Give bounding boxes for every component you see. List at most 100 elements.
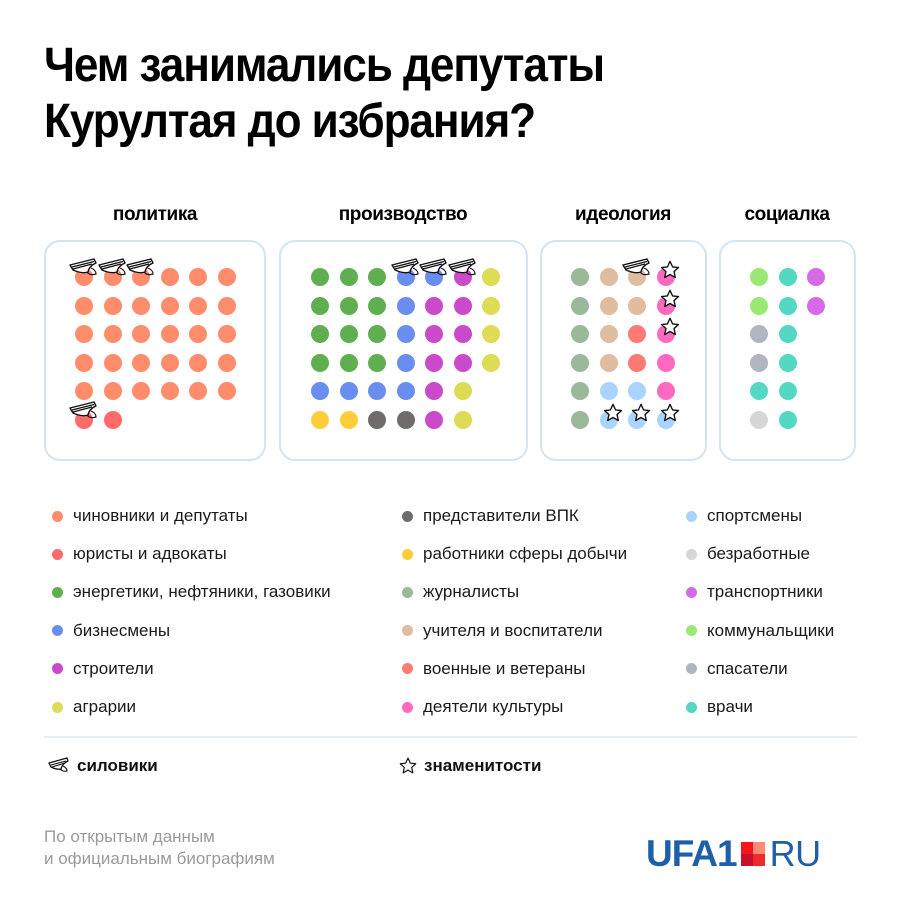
dot-energy [368, 296, 386, 315]
dot-culture [656, 268, 675, 286]
legend-item-builders: строители [52, 657, 154, 681]
dot-officials [75, 268, 93, 286]
dot-officials [160, 296, 179, 315]
dot-officials [75, 325, 93, 344]
legend-item-transport: транспортники [686, 580, 823, 604]
dot-energy [368, 325, 386, 344]
legend-item-mining: работники сферы добычи [402, 542, 627, 566]
dot-agrarians [482, 353, 500, 372]
dot-lawyers [75, 411, 93, 429]
group-label-social: социалка [744, 204, 830, 225]
legend-item-sportsmen: спортсмены [686, 504, 802, 528]
legend-swatch-icon [686, 586, 697, 598]
legend-label: журналисты [423, 582, 520, 602]
dot-doctors [778, 296, 797, 315]
legend-label: военные и ветераны [423, 658, 586, 678]
dot-doctors [778, 353, 797, 372]
legend-label: аграрии [73, 697, 137, 716]
dot-officials [217, 268, 236, 286]
dot-sportsmen [628, 411, 646, 429]
dot-journalists [571, 325, 589, 344]
source-line-2: и официальным биографиям [44, 849, 275, 868]
legend-swatch-icon [686, 548, 697, 560]
dot-business [396, 268, 415, 286]
dot-officials [189, 325, 207, 344]
dot-utilities [750, 268, 768, 286]
dot-officials [189, 296, 207, 315]
dot-culture [656, 382, 675, 401]
dot-energy [311, 325, 329, 344]
dot-builders [425, 296, 443, 315]
legend-swatch-icon [686, 625, 697, 637]
dot-culture [656, 325, 675, 344]
dot-doctors [778, 411, 797, 429]
dot-officials [217, 325, 236, 344]
legend-label: спортсмены [707, 506, 803, 525]
page-title: Чем занимались депутаты Курултая до избр… [44, 38, 743, 150]
dot-journalists [571, 382, 589, 401]
title-line-1: Чем занимались депутаты [44, 39, 605, 92]
legend-celebrities-label: знаменитости [424, 756, 542, 775]
legend-item-officials: чиновники и депутаты [52, 504, 248, 528]
dot-officials [160, 353, 179, 372]
legend-item-utilities: коммунальщики [686, 619, 834, 643]
legend-item-energy: энергетики, нефтяники, газовики [52, 580, 331, 604]
dot-unemployed [750, 411, 768, 429]
legend-swatch-icon [52, 548, 63, 560]
military-cap-icon [48, 757, 69, 772]
dot-builders [425, 325, 443, 344]
dot-builders [425, 411, 443, 429]
legend-label: безработные [707, 544, 810, 564]
dot-teachers [628, 296, 646, 315]
legend-label: деятели культуры [423, 697, 564, 716]
dot-officials [189, 268, 207, 286]
dot-mining [311, 411, 329, 429]
dot-doctors [778, 382, 797, 401]
dot-builders [453, 296, 472, 315]
legend-label: работники сферы добычи [423, 544, 628, 564]
logo-squares-icon [740, 842, 765, 866]
dot-business [396, 382, 415, 401]
ufa1-logo[interactable]: UFA1 RU [646, 835, 821, 872]
dot-mining [339, 411, 358, 429]
dot-officials [75, 382, 93, 401]
group-label-politics: политика [112, 204, 198, 225]
legend-label: энергетики, нефтяники, газовики [73, 582, 331, 602]
legend-item-teachers: учителя и воспитатели [402, 619, 602, 643]
dot-transport [807, 268, 825, 286]
dot-officials [132, 325, 150, 344]
title-line-2: Курултая до избрания? [44, 95, 536, 148]
dot-business [368, 382, 386, 401]
dot-energy [368, 353, 386, 372]
dot-journalists [571, 296, 589, 315]
legend-item-doctors: врачи [686, 695, 753, 719]
dot-officials [160, 382, 179, 401]
dot-teachers [599, 353, 618, 372]
dot-officials [217, 296, 236, 315]
legend-swatch-icon [52, 510, 63, 522]
legend-label: чиновники и депутаты [73, 506, 248, 525]
dot-officials [75, 353, 93, 372]
legend-label: коммунальщики [707, 620, 835, 640]
dot-officials [160, 325, 179, 344]
dot-doctors [778, 325, 797, 344]
dot-agrarians [453, 411, 472, 429]
dot-journalists [571, 268, 589, 286]
legend-swatch-icon [402, 663, 413, 675]
dot-sportsmen [656, 411, 675, 429]
dot-agrarians [482, 268, 500, 286]
dot-business [396, 353, 415, 372]
legend-celebrities: знаменитости [398, 754, 541, 778]
legend-swatch-icon [686, 510, 697, 522]
dot-energy [339, 353, 358, 372]
dot-doctors [750, 382, 768, 401]
dot-energy [339, 296, 358, 315]
dot-teachers [599, 268, 618, 286]
dot-business [311, 382, 329, 401]
dot-officials [103, 353, 122, 372]
dot-builders [453, 268, 472, 286]
legend-item-rescuers: спасатели [686, 657, 788, 681]
source-note: По открытым данным и официальным биограф… [44, 826, 275, 870]
legend-swatch-icon [52, 625, 63, 637]
dot-energy [311, 296, 329, 315]
